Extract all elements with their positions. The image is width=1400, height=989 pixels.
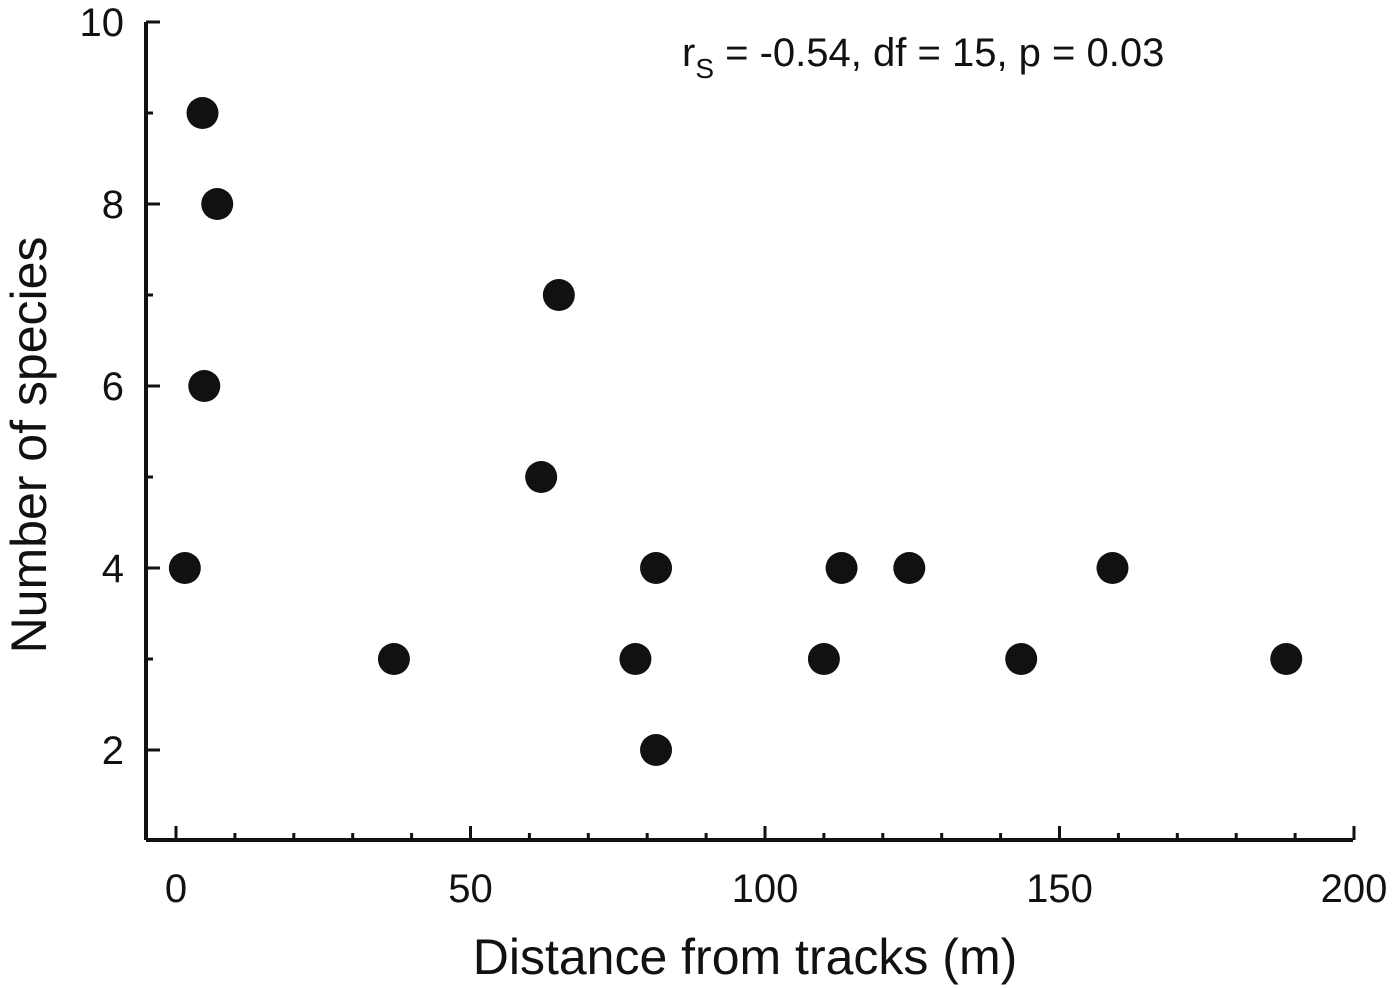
data-point — [1270, 643, 1303, 675]
data-point — [807, 643, 840, 675]
x-tick-label: 150 — [1026, 867, 1093, 911]
x-tick-label: 50 — [448, 867, 493, 911]
data-points — [168, 97, 1303, 766]
y-tick-label: 6 — [102, 365, 124, 409]
data-point — [201, 188, 234, 220]
data-point — [377, 643, 410, 675]
y-tick-label: 10 — [80, 1, 125, 45]
data-point — [640, 552, 673, 584]
data-point — [825, 552, 858, 584]
data-point — [640, 734, 673, 766]
stats-annotation-subscript: S — [695, 53, 714, 84]
data-point — [188, 370, 221, 402]
stats-annotation-text: = -0.54, df = 15, p = 0.03 — [714, 31, 1164, 75]
y-tick-label: 4 — [102, 547, 124, 591]
data-point — [186, 97, 219, 129]
axes — [144, 22, 1353, 842]
y-axis-title: Number of species — [1, 237, 57, 654]
y-ticks: 2 4 6 8 10 — [80, 1, 160, 773]
data-point — [525, 461, 558, 493]
data-point — [893, 552, 926, 584]
x-tick-label: 200 — [1321, 867, 1388, 911]
x-axis-title: Distance from tracks (m) — [473, 929, 1018, 985]
x-ticks: 0 50 100 150 200 — [165, 826, 1388, 911]
y-tick-label: 8 — [102, 183, 124, 227]
x-tick-label: 0 — [165, 867, 187, 911]
data-point — [168, 552, 201, 584]
stats-annotation-prefix: r — [682, 31, 695, 75]
x-tick-label: 100 — [732, 867, 799, 911]
data-point — [542, 279, 575, 311]
y-tick-label: 2 — [102, 729, 124, 773]
stats-annotation: rS = -0.54, df = 15, p = 0.03 — [682, 31, 1164, 84]
data-point — [619, 643, 652, 675]
data-point — [1005, 643, 1038, 675]
data-point — [1096, 552, 1129, 584]
